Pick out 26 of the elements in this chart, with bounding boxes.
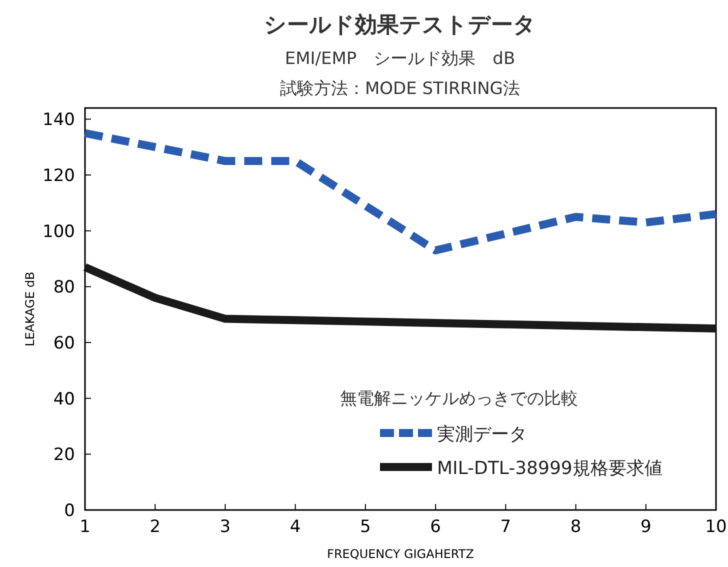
x-axis-title: FREQUENCY GIGAHERTZ xyxy=(327,547,474,561)
x-tick-label: 6 xyxy=(430,517,441,537)
y-axis-title: LEAKAGE dB xyxy=(23,272,37,346)
y-tick-label: 120 xyxy=(42,166,75,186)
y-tick-label: 40 xyxy=(53,389,75,410)
chart-subtitle: EMI/EMP シールド効果 dB xyxy=(284,49,516,69)
x-tick-label: 3 xyxy=(220,517,231,537)
y-tick-label: 0 xyxy=(64,501,75,521)
y-tick-label: 20 xyxy=(53,445,75,466)
x-tick-label: 8 xyxy=(570,517,582,537)
x-tick-label: 5 xyxy=(360,517,371,537)
x-tick-label: 4 xyxy=(290,517,301,537)
x-tick-label: 7 xyxy=(500,517,512,537)
chart-title: シールド効果テストデータ xyxy=(264,13,536,38)
y-tick-label: 100 xyxy=(42,222,75,242)
y-tick-label: 60 xyxy=(53,334,75,354)
y-tick-label: 80 xyxy=(53,278,75,298)
x-tick-label: 2 xyxy=(150,517,161,537)
x-tick-label: 1 xyxy=(80,517,90,537)
legend-label: 実測データ xyxy=(437,424,527,445)
x-tick-label: 10 xyxy=(705,517,727,537)
y-tick-label: 140 xyxy=(42,110,75,130)
legend-label: MIL-DTL-38999規格要求値 xyxy=(437,458,662,479)
text: 試験方法：MODE STIRRING法 xyxy=(280,79,520,99)
x-tick-label: 9 xyxy=(640,517,652,537)
legend-title: 無電解ニッケルめっきでの比較 xyxy=(340,389,578,409)
